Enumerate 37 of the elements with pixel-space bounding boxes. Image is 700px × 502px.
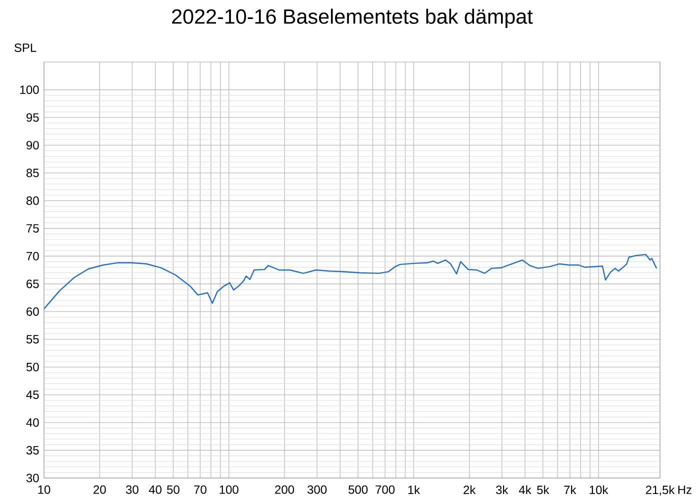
x-tick-label: 70 — [194, 485, 206, 494]
x-axis-title: Hz — [678, 486, 692, 494]
x-tick-label: 40 — [148, 485, 162, 494]
y-tick-label: 60 — [26, 307, 39, 316]
y-tick-label: 85 — [26, 168, 39, 178]
x-tick-label: 100 — [220, 485, 238, 494]
x-tick-label: 50 — [167, 485, 180, 494]
x-tick-label: 500 — [348, 485, 368, 494]
x-tick-label: 200 — [275, 485, 294, 494]
x-tick-label: 20 — [94, 485, 106, 494]
y-tick-label: 100 — [20, 85, 39, 94]
y-tick-label: 65 — [26, 280, 39, 288]
x-tick-label: 5k — [537, 485, 550, 494]
y-tick-label: 55 — [26, 335, 39, 344]
y-tick-label: 80 — [26, 196, 39, 205]
x-tick-label: 10 — [38, 485, 50, 494]
y-tick-label: 70 — [26, 252, 39, 260]
x-tick-label: 3k — [496, 485, 508, 494]
x-tick-label: 2k — [464, 485, 476, 494]
x-tick-label: 7k — [564, 485, 576, 494]
y-tick-label: 90 — [26, 140, 39, 150]
x-tick-label: 1k — [408, 485, 420, 494]
y-tick-label: 50 — [26, 362, 39, 372]
y-tick-label: 40 — [26, 418, 39, 427]
y-tick-label: 75 — [26, 224, 39, 233]
y-tick-label: 95 — [26, 113, 39, 122]
x-tick-label: 30 — [126, 485, 138, 494]
chart-title: 2022-10-16 Baselementets bak dämpat — [172, 8, 533, 28]
x-tick-label: 300 — [308, 485, 327, 494]
x-tick-label: 21,5k — [646, 485, 675, 496]
y-tick-label: 35 — [26, 446, 39, 455]
y-axis-title: SPL — [14, 43, 36, 52]
x-tick-label: 4k — [518, 485, 532, 494]
y-tick-label: 30 — [26, 474, 39, 482]
y-tick-label: 45 — [26, 390, 39, 399]
x-tick-label: 700 — [376, 485, 395, 494]
x-tick-label: 10k — [590, 485, 608, 494]
